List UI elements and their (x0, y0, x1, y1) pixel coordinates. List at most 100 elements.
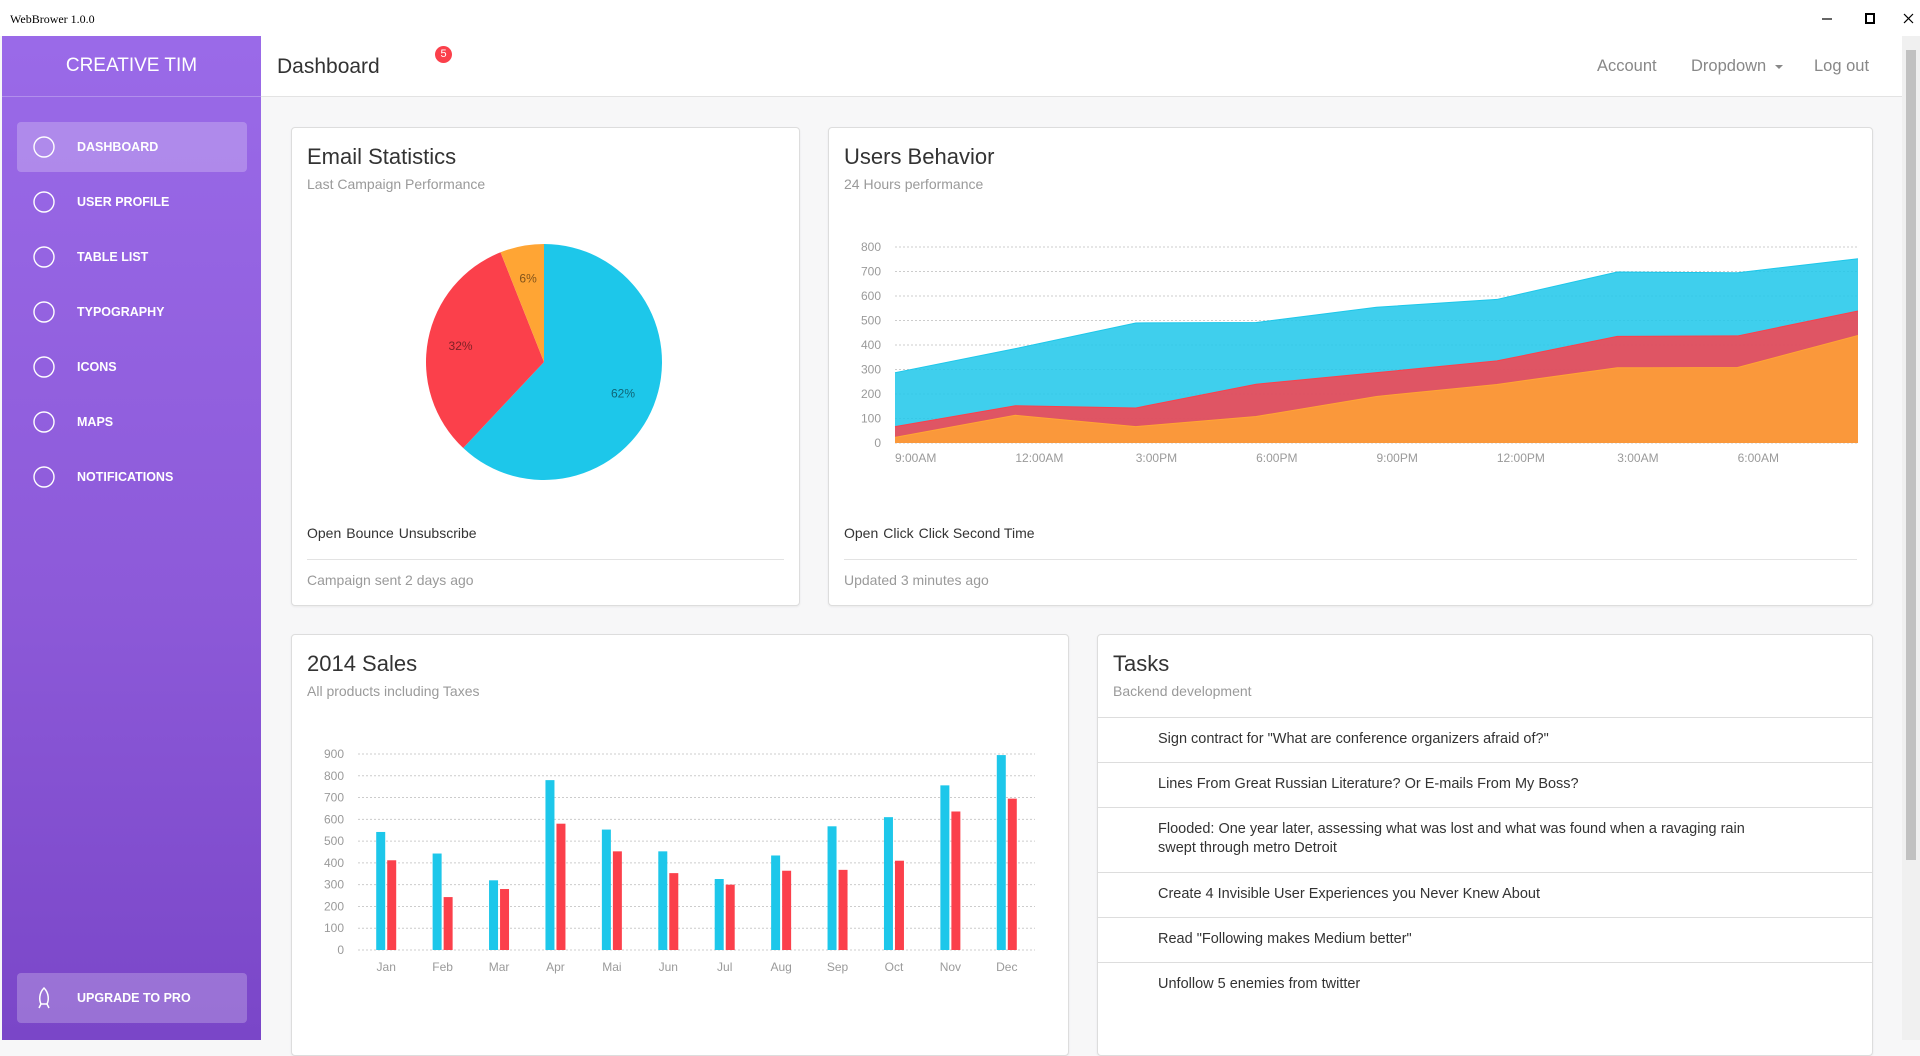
y-tick-label: 600 (861, 289, 881, 303)
bar (489, 880, 499, 950)
icon-shape (33, 356, 55, 378)
y-tick-label: 500 (324, 834, 344, 848)
icon-shape (33, 191, 55, 213)
y-tick-label: 700 (861, 265, 881, 279)
legend: Open Bounce Unsubscribe (307, 525, 482, 541)
x-tick-label: Aug (770, 960, 791, 974)
nav-label: TABLE LIST (77, 250, 149, 264)
chart: 0 100 200 300 400 500 600 700 800 9:00AM 12:00AM 3:… (861, 240, 1859, 465)
x-tick-label: Sep (827, 960, 849, 974)
x-tick-label: 12:00PM (1497, 451, 1545, 465)
window-titlebar: WebBrower 1.0.0 (0, 0, 1920, 36)
x-tick-label: Oct (885, 960, 904, 974)
card-footer: Campaign sent 2 days ago (307, 572, 474, 588)
icon-shape (33, 301, 55, 323)
area-line (894, 258, 1859, 374)
task-text: Lines From Great Russian Literature? Or … (1158, 776, 1579, 792)
x-tick-label: 3:00AM (1617, 451, 1658, 465)
card-subtitle: Backend development (1113, 683, 1252, 699)
x-tick-label: 9:00AM (895, 451, 936, 465)
nav-label: DASHBOARD (77, 140, 159, 154)
navbar-title[interactable]: Dashboard (277, 55, 380, 78)
icon (33, 191, 55, 213)
icon (38, 986, 50, 1009)
slice-label: 62% (611, 386, 635, 400)
nav-item[interactable]: MAPS (17, 397, 247, 447)
nav-item[interactable]: ICONS (17, 342, 247, 392)
upgrade-label: UPGRADE TO PRO (77, 991, 191, 1005)
nav-item[interactable]: DASHBOARD (17, 122, 247, 172)
sidebar: CREATIVE TIM DASHBOARD USER PROFILE TABLE … (2, 36, 261, 1040)
x-tick-label: Dec (996, 960, 1017, 974)
legend-label: Open (307, 525, 342, 541)
icon-shape (33, 411, 55, 433)
x-tick-label: Mar (489, 960, 510, 974)
y-tick-label: 600 (324, 812, 344, 826)
area-line (894, 310, 1859, 428)
card: Users Behavior 24 Hours performance 0 100… (828, 127, 1873, 606)
y-tick-label: 100 (324, 921, 344, 935)
icon (33, 411, 55, 433)
card-title: Tasks (1113, 651, 1170, 676)
y-tick-label: 0 (874, 436, 881, 450)
nav-item[interactable]: USER PROFILE (17, 177, 247, 227)
nav-label: TYPOGRAPHY (77, 305, 165, 319)
icon-shape (33, 136, 55, 158)
nav-item[interactable]: TABLE LIST (17, 232, 247, 282)
icon (33, 356, 55, 378)
bar (443, 897, 453, 950)
nav-item[interactable]: TYPOGRAPHY (17, 287, 247, 337)
bar (601, 829, 611, 950)
legend-label: Unsubscribe (398, 525, 477, 541)
task-text: Flooded: One year later, assessing what … (1158, 821, 1745, 856)
nav-item[interactable]: NOTIFICATIONS (17, 452, 247, 502)
x-tick-label: Jan (377, 960, 396, 974)
task-row: Flooded: One year later, assessing what … (1098, 807, 1872, 873)
bar (996, 755, 1006, 950)
x-tick-label: Jul (717, 960, 732, 974)
area-fill (895, 335, 1858, 443)
bar (669, 873, 679, 950)
task-text: Unfollow 5 enemies from twitter (1158, 976, 1361, 992)
scrollbar[interactable] (1902, 36, 1920, 1040)
task-row: Lines From Great Russian Literature? Or … (1098, 762, 1872, 808)
icon (33, 136, 55, 158)
y-tick-label: 300 (861, 363, 881, 377)
bar (951, 811, 961, 950)
card-subtitle: All products including Taxes (307, 683, 480, 699)
nav-link[interactable]: Account (1597, 57, 1657, 75)
x-tick-label: 3:00PM (1136, 451, 1177, 465)
nav-link[interactable]: Log out (1814, 57, 1870, 75)
y-tick-label: 800 (324, 769, 344, 783)
y-tick-label: 500 (861, 314, 881, 328)
x-tick-label: Apr (546, 960, 565, 974)
x-tick-label: Nov (940, 960, 961, 974)
brand[interactable]: CREATIVE TIM (2, 36, 261, 97)
nav-link[interactable]: Dropdown (1691, 57, 1767, 75)
y-tick-label: 300 (324, 878, 344, 892)
slice-label: 6% (519, 272, 537, 286)
bar (725, 884, 735, 950)
legend: Open Click Click Second Time (844, 525, 1040, 541)
y-tick-label: 800 (861, 240, 881, 254)
x-tick-label: Jun (659, 960, 678, 974)
bar (376, 831, 386, 950)
task-text: Sign contract for "What are conference o… (1158, 731, 1549, 747)
upgrade-button[interactable]: UPGRADE TO PRO (17, 973, 247, 1023)
bar (883, 817, 893, 950)
x-tick-label: Mai (602, 960, 621, 974)
bar (894, 860, 904, 950)
y-tick-label: 0 (337, 943, 344, 957)
notification-badge[interactable]: 5 (435, 46, 452, 63)
divider (307, 559, 784, 560)
bar (387, 860, 397, 950)
y-tick-label: 400 (861, 338, 881, 352)
bar (545, 780, 555, 950)
task-row: Sign contract for "What are conference o… (1098, 717, 1872, 763)
card: Tasks Backend development Sign contract … (1097, 634, 1873, 1056)
pie-slice (463, 244, 662, 480)
scroll-thumb[interactable] (1906, 50, 1916, 860)
y-tick-label: 400 (324, 856, 344, 870)
slice-label: 32% (449, 339, 473, 353)
window-controls[interactable] (1810, 8, 1920, 28)
